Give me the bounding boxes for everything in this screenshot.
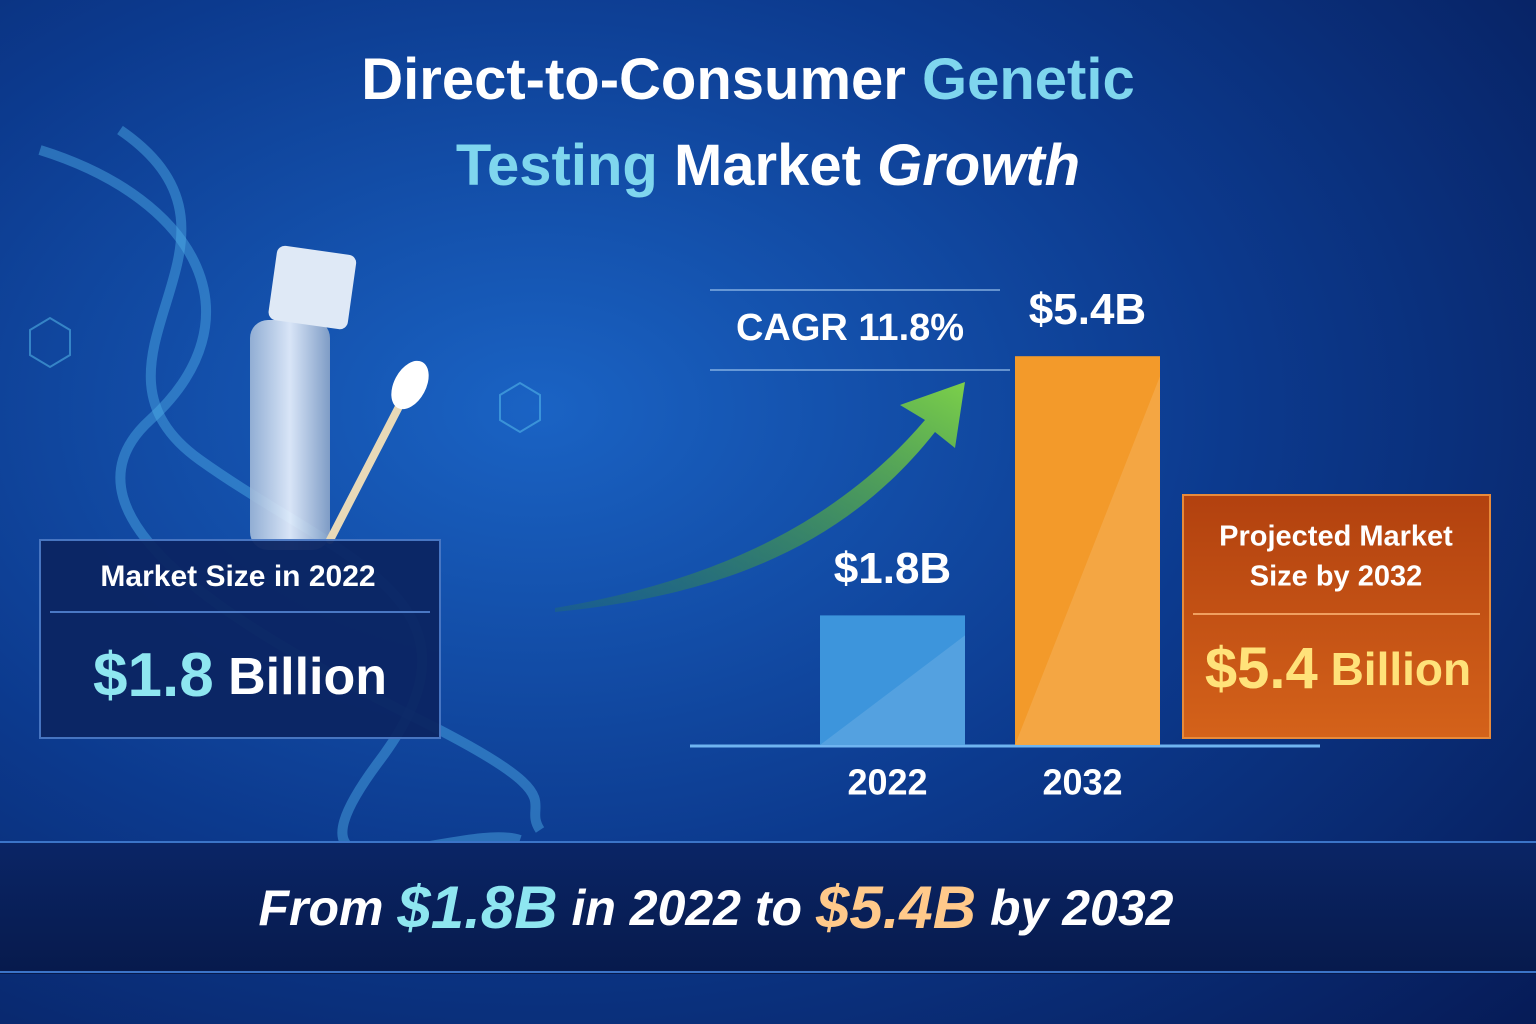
card-label: Market Size in 2022 bbox=[100, 560, 375, 593]
title-part: Direct-to-Consumer bbox=[361, 47, 906, 112]
card-label: Size by 2032 bbox=[1250, 561, 1423, 593]
bar-highlight bbox=[820, 635, 965, 745]
card-amount: $5.4 bbox=[1205, 636, 1318, 701]
x-tick-label: 2032 bbox=[1042, 762, 1122, 803]
footer-part: $1.8B bbox=[396, 874, 557, 941]
bar bbox=[1015, 356, 1160, 745]
left-card: Market Size in 2022 $1.8 Billion bbox=[39, 539, 441, 739]
footer-part: From bbox=[259, 880, 384, 936]
bar bbox=[820, 615, 965, 745]
title-part: Market bbox=[674, 133, 861, 198]
title-part: Testing bbox=[456, 133, 658, 198]
right-card: Projected Market Size by 2032 $5.4 Billi… bbox=[1182, 494, 1491, 739]
footer-band bbox=[0, 842, 1536, 974]
footer-text: From $1.8B in 2022 to $5.4B by 2032 bbox=[259, 874, 1174, 941]
molecule-decoration bbox=[29, 316, 541, 434]
title-line-1: Direct-to-Consumer Genetic bbox=[361, 47, 1134, 112]
value-label: $5.4B bbox=[1029, 285, 1146, 334]
x-tick-label: 2022 bbox=[847, 762, 927, 803]
card-unit: Billion bbox=[1331, 643, 1472, 695]
footer-part: by 2032 bbox=[990, 880, 1174, 936]
card-unit: Billion bbox=[228, 648, 387, 706]
bar-highlight bbox=[1015, 376, 1160, 745]
footer-part: $5.4B bbox=[815, 874, 976, 941]
card-label: Projected Market bbox=[1219, 521, 1453, 553]
annotation: CAGR 11.8% bbox=[736, 307, 964, 349]
value-label: $1.8B bbox=[834, 544, 951, 593]
bar-chart: $1.8B 2022 $5.4B 2032 bbox=[820, 285, 1160, 803]
card-value: $5.4 Billion bbox=[1205, 636, 1471, 701]
title-part: Growth bbox=[877, 133, 1080, 198]
card-amount: $1.8 bbox=[93, 641, 214, 710]
title-line-2: Testing Market Growth bbox=[456, 133, 1080, 198]
test-tube-illustration bbox=[250, 245, 429, 550]
growth-arrow bbox=[555, 382, 965, 612]
card-value: $1.8 Billion bbox=[93, 641, 387, 710]
title-part: Genetic bbox=[922, 47, 1135, 112]
footer-part: in 2022 to bbox=[571, 880, 802, 936]
